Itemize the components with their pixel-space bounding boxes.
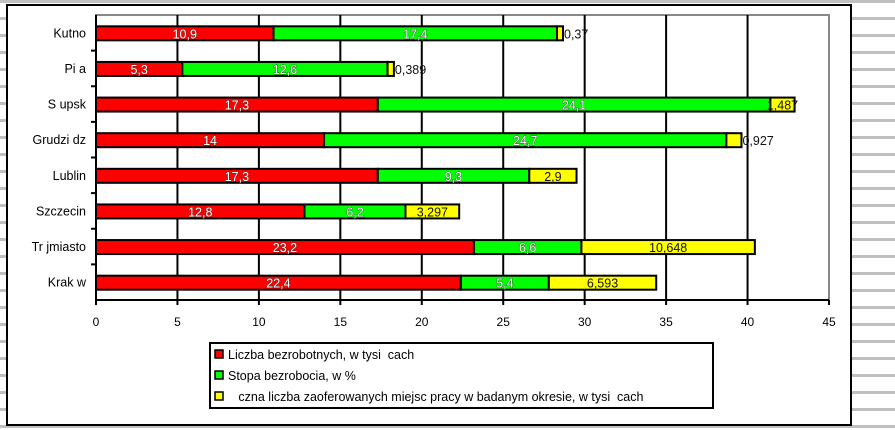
bar-segment xyxy=(386,60,395,77)
data-label: 5,4 xyxy=(496,277,513,291)
data-label: 10,648 xyxy=(649,241,687,255)
legend-label: Liczba bezrobotnych, w tysi cach xyxy=(228,348,414,362)
data-label: 6,593 xyxy=(587,277,618,291)
data-label: 0,927 xyxy=(742,134,773,148)
x-tick-label: 30 xyxy=(578,315,592,329)
x-tick-label: 0 xyxy=(93,315,100,329)
data-label: 6,6 xyxy=(519,241,536,255)
data-label: 17,3 xyxy=(225,170,249,184)
x-tick-label: 5 xyxy=(174,315,181,329)
category-label: S upsk xyxy=(48,98,87,112)
legend xyxy=(209,342,714,409)
x-tick-label: 20 xyxy=(415,315,429,329)
legend-swatch xyxy=(214,391,224,401)
data-label: 0,389 xyxy=(395,63,426,77)
bar-segment xyxy=(769,96,796,113)
category-label: Tr jmiasto xyxy=(32,240,86,254)
x-tick-label: 10 xyxy=(252,315,266,329)
legend-label: czna liczba zaoferowanych miejsc pracy w… xyxy=(228,390,643,404)
data-label: 22,4 xyxy=(266,277,290,291)
data-label: 2,9 xyxy=(544,170,561,184)
bar-segment xyxy=(580,239,756,256)
category-label: Kutno xyxy=(53,26,86,40)
category-label: Lublin xyxy=(53,169,86,183)
bar-segment xyxy=(555,25,565,42)
legend-swatch xyxy=(214,370,224,380)
bar-segment xyxy=(547,274,658,291)
data-label: 24,1 xyxy=(562,99,586,113)
plot-area xyxy=(95,14,830,301)
bar-segment xyxy=(404,203,461,220)
category-label: Krak w xyxy=(48,276,87,290)
data-label: 0,37 xyxy=(564,27,588,41)
data-label: 14 xyxy=(203,134,217,148)
category-label: Szczecin xyxy=(36,204,86,218)
legend-label: Stopa bezrobocia, w % xyxy=(228,369,356,383)
category-label: Pi a xyxy=(64,62,86,76)
x-tick-label: 45 xyxy=(822,315,836,329)
data-label: 17,3 xyxy=(225,99,249,113)
data-label: 1,487 xyxy=(767,99,798,113)
data-label: 6,2 xyxy=(346,205,363,219)
x-tick-label: 40 xyxy=(741,315,755,329)
legend-swatch xyxy=(214,349,224,359)
x-tick-label: 15 xyxy=(334,315,348,329)
data-label: 9,3 xyxy=(445,170,462,184)
category-label: Grudzi dz xyxy=(33,133,87,147)
bar-segment xyxy=(528,167,578,184)
data-label: 3,297 xyxy=(417,205,448,219)
data-label: 12,8 xyxy=(188,205,212,219)
data-label: 17,4 xyxy=(403,27,427,41)
data-label: 5,3 xyxy=(130,63,147,77)
x-tick-label: 25 xyxy=(497,315,511,329)
data-label: 10,9 xyxy=(173,27,197,41)
x-tick-label: 35 xyxy=(659,315,673,329)
data-label: 12,6 xyxy=(273,63,297,77)
data-label: 24,7 xyxy=(513,134,537,148)
data-label: 23,2 xyxy=(273,241,297,255)
bar-segment xyxy=(725,132,743,149)
